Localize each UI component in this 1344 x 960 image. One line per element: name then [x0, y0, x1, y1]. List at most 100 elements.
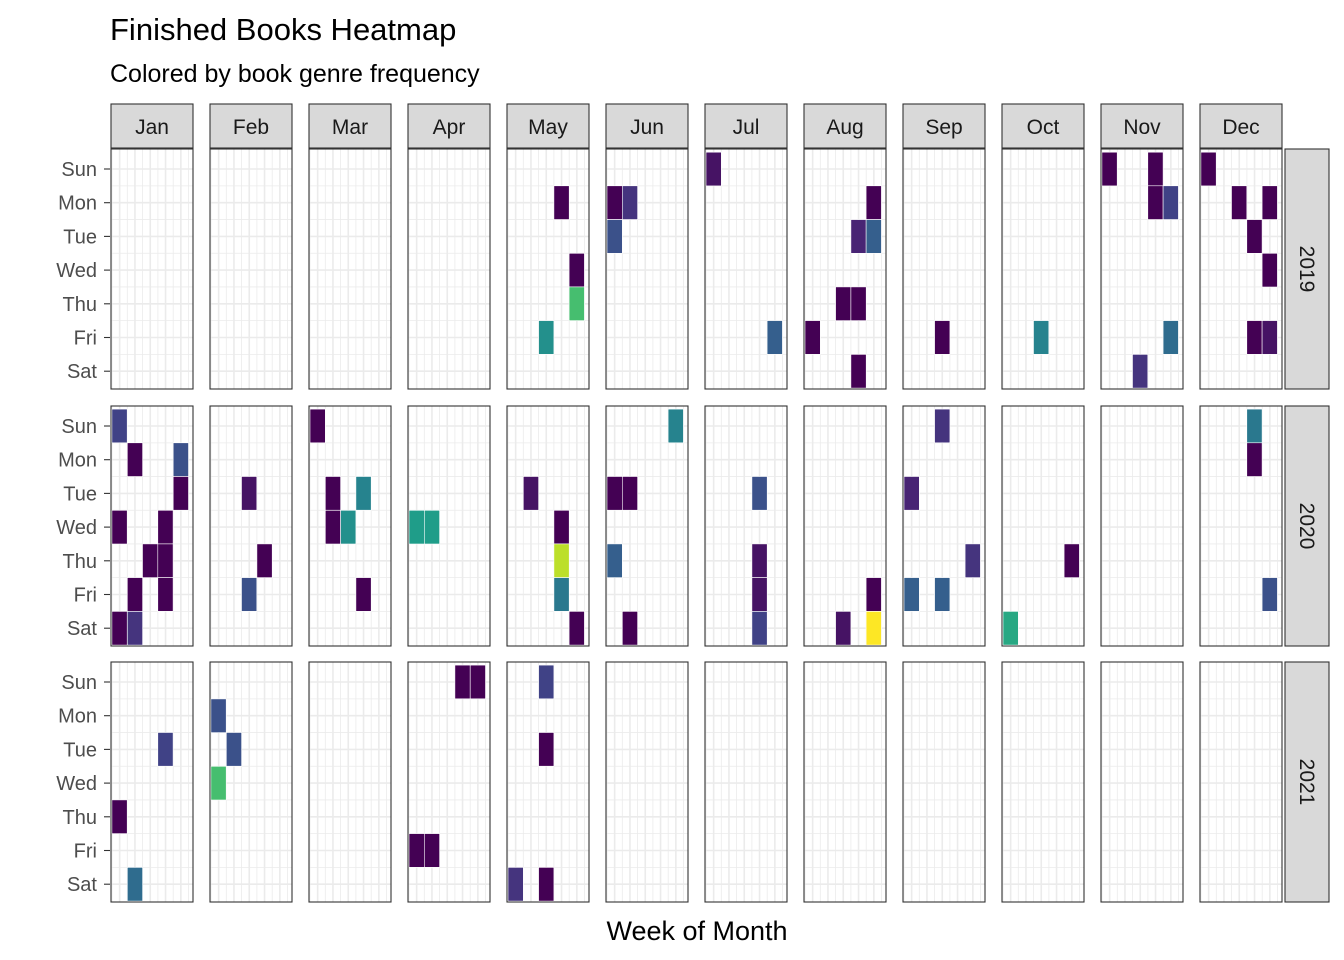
- heatmap-cell: [1231, 185, 1248, 220]
- heatmap-cell: [804, 320, 821, 355]
- heatmap-cell: [1132, 354, 1149, 389]
- heatmap-cell: [751, 543, 768, 578]
- panel-mar-2019: [308, 148, 392, 390]
- heatmap-cell: [226, 732, 242, 767]
- panel-border: [704, 405, 788, 647]
- heatmap-cell: [408, 509, 425, 545]
- weekday-label-tue: Tue: [63, 739, 97, 761]
- panel-border: [605, 148, 689, 390]
- heatmap-cell: [340, 509, 357, 545]
- heatmap-cell: [621, 185, 638, 220]
- panel-border: [308, 148, 392, 390]
- weekday-axis: Sun Mon Tue Wed Thu Fri Sat Sun Mon Tue Wed Thu Fri S…: [56, 159, 110, 896]
- weekday-label-fri: Fri: [74, 841, 97, 863]
- strip-aug: Aug: [803, 103, 887, 149]
- weekday-label-sat: Sat: [67, 618, 97, 640]
- chart-title: Finished Books Heatmap: [110, 12, 456, 47]
- strip-label-2020: 2020: [1295, 503, 1318, 550]
- heatmap-cell: [111, 408, 128, 444]
- heatmap-cell: [934, 408, 951, 444]
- panel-border: [407, 148, 491, 390]
- strip-label-aug: Aug: [826, 116, 863, 139]
- strip-label-2019: 2019: [1295, 246, 1318, 293]
- heatmap-cell: [903, 476, 920, 511]
- facet-panels: [110, 148, 1283, 903]
- weekday-label-sun: Sun: [61, 672, 97, 694]
- strip-label-apr: Apr: [433, 116, 466, 139]
- heatmap-cell: [423, 509, 440, 545]
- heatmap-cell: [1261, 253, 1278, 288]
- heatmap-cell: [157, 543, 174, 578]
- heatmap-cell: [865, 611, 882, 646]
- heatmap-cell: [241, 577, 258, 612]
- heatmap-cell: [1261, 577, 1278, 612]
- panel-feb-2019: [209, 148, 293, 390]
- heatmap-cell: [766, 320, 783, 355]
- weekday-label-wed: Wed: [56, 773, 97, 795]
- weekday-label-fri: Fri: [74, 585, 97, 607]
- heatmap-cell: [127, 611, 143, 646]
- heatmap-cell: [553, 543, 570, 578]
- heatmap-cell: [522, 476, 539, 511]
- heatmap-cell: [568, 286, 585, 321]
- heatmap-cell: [606, 219, 623, 254]
- panel-nov-2021: [1100, 661, 1184, 903]
- chart-subtitle: Colored by book genre frequency: [110, 60, 480, 88]
- panel-border: [209, 661, 293, 903]
- panel-border: [902, 148, 986, 390]
- heatmap-cell: [1162, 320, 1179, 355]
- heatmap-cell: [568, 611, 585, 646]
- strip-sep: Sep: [902, 103, 986, 149]
- panel-jan-2019: [110, 148, 194, 390]
- heatmap-cell: [423, 833, 440, 868]
- strip-apr: Apr: [407, 103, 491, 149]
- heatmap-cell: [850, 286, 867, 321]
- panel-border: [506, 148, 590, 390]
- heatmap-cell: [1200, 151, 1217, 187]
- panel-may-2020: [506, 405, 590, 647]
- heatmap-cell: [355, 476, 372, 511]
- heatmap-cell: [142, 543, 159, 578]
- x-axis-label: Week of Month: [606, 916, 787, 946]
- heatmap-cell: [1246, 442, 1263, 477]
- heatmap-cell: [850, 219, 867, 254]
- strip-label-jun: Jun: [630, 116, 664, 139]
- panel-border: [1100, 148, 1184, 390]
- panel-may-2021: [506, 661, 590, 903]
- panel-border: [803, 661, 887, 903]
- panel-border: [1001, 405, 1085, 647]
- heatmap-cell: [751, 476, 768, 511]
- heatmap-cell: [705, 151, 722, 187]
- heatmap-cell: [1246, 320, 1263, 355]
- heatmap-cell: [835, 611, 852, 646]
- heatmap-cell: [865, 185, 882, 220]
- panel-border: [407, 661, 491, 903]
- strip-label-nov: Nov: [1123, 116, 1161, 139]
- heatmap-cell: [865, 577, 882, 612]
- panel-border: [1001, 148, 1085, 390]
- panel-mar-2021: [308, 661, 392, 903]
- heatmap-cell: [210, 698, 227, 733]
- strip-2021: 2021: [1284, 661, 1330, 903]
- strip-jan: Jan: [110, 103, 194, 149]
- heatmap-cell: [111, 509, 128, 545]
- heatmap-cell: [553, 509, 570, 545]
- heatmap-cell: [1147, 151, 1164, 187]
- heatmap-cell: [1101, 151, 1118, 187]
- strip-label-sep: Sep: [925, 116, 962, 139]
- panel-nov-2020: [1100, 405, 1184, 647]
- panel-border: [1199, 148, 1283, 390]
- panel-border: [110, 148, 194, 390]
- heatmap-cell: [1033, 320, 1050, 355]
- strip-label-dec: Dec: [1222, 116, 1259, 139]
- panel-oct-2020: [1001, 405, 1085, 647]
- strip-jul: Jul: [704, 103, 788, 149]
- panel-border: [1199, 405, 1283, 647]
- panel-border: [110, 405, 194, 647]
- heatmap-cell: [1246, 408, 1263, 444]
- panel-border: [803, 405, 887, 647]
- strip-feb: Feb: [209, 103, 293, 149]
- panel-jul-2021: [704, 661, 788, 903]
- heatmap-cell: [606, 543, 623, 578]
- heatmap-cell: [157, 577, 174, 612]
